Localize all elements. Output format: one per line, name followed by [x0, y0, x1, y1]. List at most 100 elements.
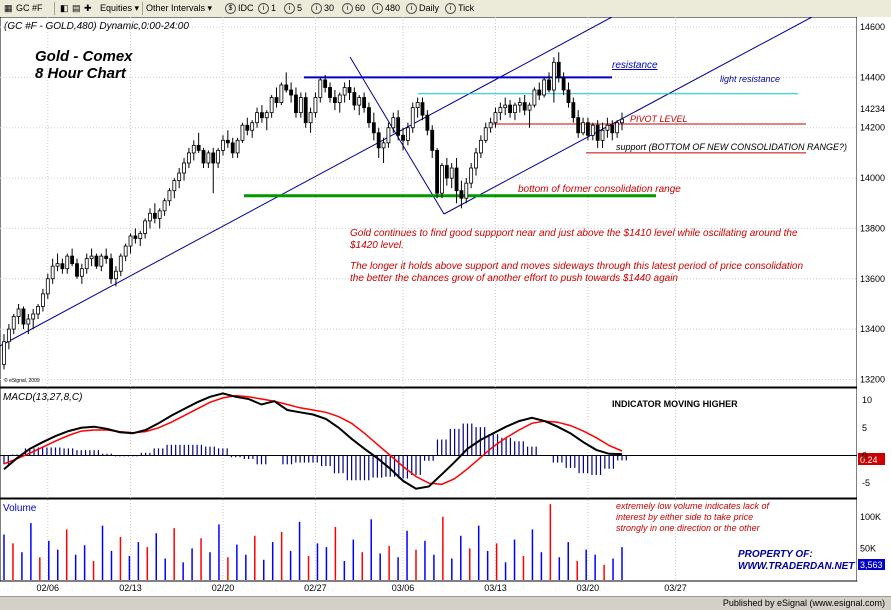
candle-body	[308, 112, 313, 124]
channel-lower-line	[443, 17, 813, 215]
candle-body	[454, 167, 459, 192]
candle-body	[444, 165, 449, 179]
candle-body	[522, 102, 527, 111]
equities-dropdown[interactable]: Equities ▾	[100, 3, 140, 13]
candle-body	[216, 150, 221, 164]
candle-body	[508, 104, 512, 114]
idc-button[interactable]: $ IDC	[225, 2, 254, 15]
add-icon[interactable]: ✚	[84, 3, 92, 13]
interval-tick-button[interactable]: i Tick	[445, 2, 474, 15]
macd-y-tick-label: -5	[862, 478, 870, 488]
candle-body	[551, 61, 556, 91]
toolbar-icon-b[interactable]: ▤	[72, 3, 81, 13]
candle-body	[138, 233, 143, 239]
candle-body	[532, 89, 537, 106]
candle-body	[94, 255, 99, 267]
interval-icon: i	[372, 3, 383, 15]
y-tick-label: 14400	[860, 72, 885, 82]
candle-body	[284, 84, 289, 91]
candle-body	[615, 122, 620, 134]
candle-body	[240, 124, 245, 141]
interval-icon: i	[311, 3, 322, 15]
macd-y-tick-label: 0	[862, 450, 867, 460]
interval-60-button[interactable]: i 60	[342, 2, 365, 15]
chart-title-line1: Gold - Comex	[35, 48, 133, 65]
toolbar-icon-a[interactable]: ◧	[60, 3, 69, 13]
candle-body	[36, 306, 40, 315]
status-text: Published by eSignal (www.esignal.com)	[722, 598, 885, 608]
other-intervals-dropdown[interactable]: Other Intervals ▾	[146, 3, 213, 13]
candle-body	[191, 144, 196, 154]
volume-note: extremely low volume indicates lack of i…	[616, 501, 770, 533]
last-price: 14234	[860, 104, 885, 114]
y-tick-label: 14000	[860, 173, 885, 183]
x-tick-label: 02/06	[37, 583, 60, 593]
candle-body	[45, 278, 50, 295]
candle-body	[50, 265, 55, 280]
volume-panel	[0, 498, 858, 582]
copyright: © eSignal, 2009	[4, 377, 40, 384]
candle-body	[367, 107, 371, 124]
volume-last-badge	[858, 559, 885, 570]
candle-body	[503, 104, 508, 109]
candle-body	[250, 122, 255, 131]
candle-body	[221, 139, 225, 151]
interval-480-button[interactable]: i 480	[372, 2, 400, 15]
macd-signal-line	[3, 394, 623, 486]
support-label: support (BOTTOM OF NEW CONSOLIDATION RAN…	[616, 142, 847, 152]
status-bar: Published by eSignal (www.esignal.com)	[0, 596, 891, 610]
interval-icon: i	[406, 3, 417, 15]
candle-body	[201, 150, 206, 164]
y-tick-label: 13800	[860, 223, 885, 233]
candle-body	[11, 316, 16, 330]
candle-body	[493, 112, 498, 124]
chart-type-icon[interactable]: ▦	[4, 3, 13, 13]
candle-body	[65, 255, 70, 270]
candle-body	[410, 107, 415, 129]
candle-body	[332, 97, 337, 103]
candle-body	[206, 152, 211, 164]
candle-body	[182, 162, 186, 174]
y-tick-label: 13200	[860, 374, 885, 384]
x-tick-label: 02/20	[212, 583, 235, 593]
candle-body	[269, 97, 274, 114]
candle-body	[123, 245, 128, 257]
interval-daily-button[interactable]: i Daily	[406, 2, 439, 15]
toolbar-symbol[interactable]: GC #F	[16, 3, 43, 13]
candle-body	[279, 84, 284, 103]
candle-body	[498, 107, 503, 114]
macd-label: MACD(13,27,8,C)	[3, 392, 82, 403]
macd-line	[3, 392, 623, 490]
toolbar-separator	[54, 2, 55, 15]
candle-body	[55, 263, 60, 267]
candle-body	[371, 122, 376, 134]
y-tick-label: 14200	[860, 123, 885, 133]
candle-body	[435, 150, 439, 194]
candle-body	[196, 144, 201, 151]
candle-body	[352, 92, 357, 106]
candle-body	[430, 129, 435, 151]
candle-body	[483, 127, 488, 141]
candle-body	[440, 165, 444, 194]
macd-last-badge	[858, 453, 885, 465]
candle-body	[581, 122, 585, 134]
candle-body	[376, 132, 381, 149]
candle-body	[357, 97, 362, 106]
candle-body	[459, 190, 464, 199]
candle-body	[75, 263, 79, 277]
x-tick-label: 02/13	[119, 583, 142, 593]
candle-body	[391, 117, 396, 129]
interval-30-button[interactable]: i 30	[311, 2, 334, 15]
candle-body	[235, 139, 240, 154]
pivot-label: PIVOT LEVEL	[630, 114, 688, 124]
candle-body	[600, 129, 605, 141]
candle-body	[328, 87, 332, 98]
property-line2: WWW.TRADERDAN.NET	[738, 561, 855, 572]
candle-body	[133, 235, 138, 239]
candle-body	[6, 328, 11, 343]
candle-body	[60, 263, 65, 270]
candle-body	[595, 124, 600, 141]
candle-body	[104, 255, 109, 260]
